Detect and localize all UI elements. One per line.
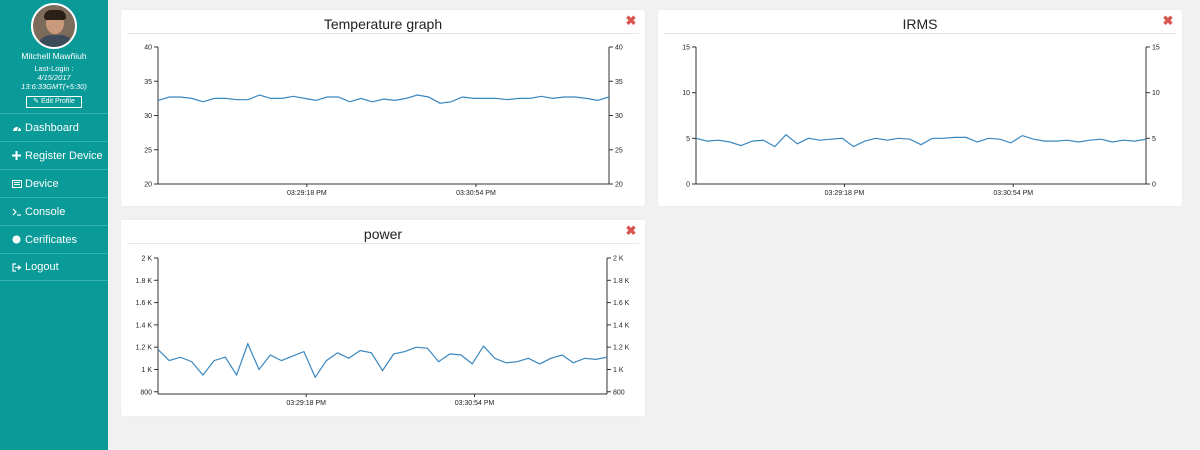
y-tick-label: 1.2 K	[613, 345, 630, 352]
panel-title: power	[363, 226, 403, 242]
sidebar-item-certificates[interactable]: Cerificates	[0, 225, 108, 253]
sign-out-icon	[11, 262, 22, 272]
list-icon	[11, 179, 22, 188]
y-tick-label: 25	[144, 147, 152, 154]
y-tick-label: 1.6 K	[613, 300, 630, 307]
x-tick-label: 03:29:18 PM	[825, 190, 865, 197]
series-line	[157, 94, 610, 104]
y-tick-label: 0	[686, 182, 690, 189]
y-tick-label: 10	[682, 90, 690, 97]
sidebar-item-label: Console	[25, 205, 66, 218]
sidebar-item-label: Cerificates	[25, 233, 77, 246]
sidebar-item-label: Register Device	[25, 149, 103, 162]
irms-panel: IRMS ✖ 0 0 5 5 10 10 15 15 03:29:18 PM 03:30:54 P…	[658, 10, 1182, 206]
last-login-time: 13:6:33GMT(+5:30)	[21, 82, 87, 91]
y-tick-label: 40	[144, 45, 152, 52]
plus-icon	[11, 151, 22, 160]
sidebar-item-logout[interactable]: Logout	[0, 253, 108, 281]
power-panel: power ✖ 800 800 1 K 1 K 1.2 K 1.2 K 1.4 K 1.4 K…	[121, 220, 645, 416]
divider	[127, 243, 639, 244]
last-login-date: 4/15/2017	[37, 73, 71, 82]
dashboard-icon	[11, 124, 22, 132]
y-tick-label: 25	[615, 147, 623, 154]
y-tick-label: 800	[613, 389, 625, 396]
divider	[664, 33, 1176, 34]
panel-title: IRMS	[902, 16, 938, 32]
temperature-chart: 20 20 25 25 30 30 35 35 40 40 03:29:18 PM 03:30:54 …	[144, 45, 623, 198]
y-tick-label: 30	[615, 113, 623, 120]
y-tick-label: 40	[615, 45, 623, 52]
close-icon[interactable]: ✖	[625, 13, 637, 28]
edit-profile-label: Edit Profile	[40, 98, 75, 105]
power-chart: 800 800 1 K 1 K 1.2 K 1.2 K 1.4 K 1.4 K 1.6 K 1.6…	[136, 256, 630, 408]
close-icon[interactable]: ✖	[625, 223, 637, 238]
y-tick-label: 35	[615, 79, 623, 86]
y-tick-label: 1.8 K	[136, 278, 153, 285]
y-tick-label: 1.4 K	[136, 322, 153, 329]
y-tick-label: 1.8 K	[613, 278, 630, 285]
divider	[127, 33, 639, 34]
terminal-icon	[11, 208, 22, 216]
y-tick-label: 20	[615, 182, 623, 189]
close-icon[interactable]: ✖	[1162, 13, 1174, 28]
x-tick-label: 03:29:18 PM	[286, 400, 326, 407]
y-tick-label: 30	[144, 113, 152, 120]
series-line	[695, 133, 1147, 148]
y-tick-label: 5	[1152, 136, 1156, 143]
panel-title: Temperature graph	[323, 16, 443, 32]
series-line	[157, 342, 608, 379]
y-tick-label: 20	[144, 182, 152, 189]
user-profile: Mitchell Mawñiuh Last-Login : 4/15/2017 …	[0, 0, 108, 113]
sidebar-item-dashboard[interactable]: Dashboard	[0, 113, 108, 141]
temperature-panel: Temperature graph ✖ 20 20 25 25 30 30 35 35 40 40…	[121, 10, 645, 206]
y-tick-label: 1 K	[613, 367, 624, 374]
circle-icon	[11, 235, 22, 244]
irms-chart: 0 0 5 5 10 10 15 15 03:29:18 PM 03:30:54 PM	[682, 45, 1160, 198]
x-tick-label: 03:30:54 PM	[993, 190, 1033, 197]
sidebar-item-label: Device	[25, 177, 59, 190]
y-tick-label: 0	[1152, 182, 1156, 189]
x-tick-label: 03:30:54 PM	[455, 400, 495, 407]
sidebar-item-label: Dashboard	[25, 121, 79, 134]
y-tick-label: 1.4 K	[613, 322, 630, 329]
sidebar-item-label: Logout	[25, 261, 59, 273]
y-tick-label: 15	[1152, 45, 1160, 52]
sidebar-item-device[interactable]: Device	[0, 169, 108, 197]
y-tick-label: 1.6 K	[136, 300, 153, 307]
sidebar-nav: Dashboard Register Device Device Console…	[0, 113, 108, 281]
sidebar-item-register-device[interactable]: Register Device	[0, 141, 108, 169]
edit-profile-button[interactable]: ✎ Edit Profile	[26, 96, 82, 108]
y-tick-label: 1.2 K	[136, 345, 153, 352]
y-tick-label: 2 K	[141, 256, 152, 263]
y-tick-label: 35	[144, 79, 152, 86]
y-tick-label: 800	[140, 389, 152, 396]
last-login: Last-Login : 4/15/2017 13:6:33GMT(+5:30)	[0, 64, 108, 91]
avatar[interactable]	[31, 3, 77, 49]
y-tick-label: 2 K	[613, 256, 624, 263]
user-name: Mitchell Mawñiuh	[21, 51, 87, 61]
last-login-label: Last-Login :	[34, 64, 74, 73]
x-tick-label: 03:29:18 PM	[287, 190, 327, 197]
y-tick-label: 5	[686, 136, 690, 143]
edit-icon: ✎	[33, 98, 40, 105]
y-tick-label: 1 K	[141, 367, 152, 374]
x-tick-label: 03:30:54 PM	[456, 190, 496, 197]
y-tick-label: 15	[682, 45, 690, 52]
y-tick-label: 10	[1152, 90, 1160, 97]
sidebar: Mitchell Mawñiuh Last-Login : 4/15/2017 …	[0, 0, 108, 450]
sidebar-item-console[interactable]: Console	[0, 197, 108, 225]
